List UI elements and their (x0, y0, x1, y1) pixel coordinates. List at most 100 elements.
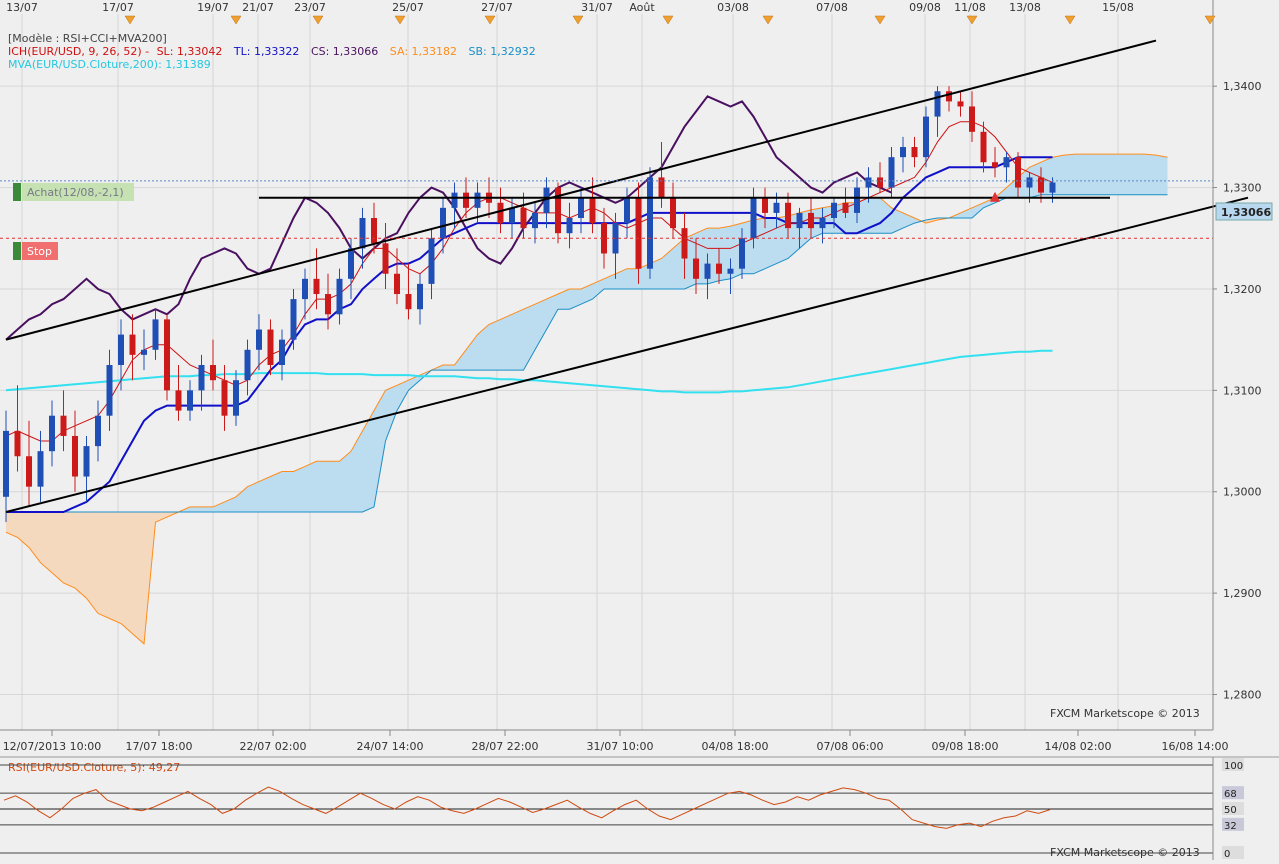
top-date-strip: 13/07 17/07 19/07 21/07 23/07 25/07 27/07 31/07… (6, 1, 1216, 25)
time-tick-label: 28/07 22:00 (472, 740, 539, 753)
cloud-segment (466, 334, 478, 371)
cloud-segment (247, 481, 259, 513)
top-date-label: 19/07 (197, 1, 229, 14)
legend-cs: CS: 1,33066 (311, 45, 378, 58)
time-tick-label: 16/08 14:00 (1162, 740, 1229, 753)
candle-body (727, 268, 734, 274)
candle-body (417, 283, 423, 310)
price-tick-label: 1,3200 (1223, 283, 1262, 296)
cloud-segment (523, 304, 535, 371)
candle-body (762, 197, 768, 213)
candle-body (842, 202, 849, 213)
top-date-label: 15/08 (1102, 1, 1134, 14)
rsi-level-label-bg (1222, 802, 1244, 815)
candle-body (440, 207, 446, 239)
cloud-segment (201, 506, 213, 513)
candle-body (785, 202, 791, 229)
event-marker-icon (312, 15, 324, 25)
top-date-label: 07/08 (816, 1, 848, 14)
price-tick-label: 1,3300 (1223, 182, 1262, 195)
cloud-segment (546, 294, 558, 330)
cloud-segment (477, 324, 489, 371)
candle-body (992, 162, 998, 168)
cloud-segment (581, 283, 593, 305)
top-date-label: 17/07 (102, 1, 134, 14)
cloud-segment (512, 309, 524, 371)
candle-body (854, 187, 860, 213)
top-date-label: 03/08 (717, 1, 749, 14)
time-tick-label: 04/08 18:00 (702, 740, 769, 753)
rsi-level-label-bg (1222, 846, 1244, 859)
senkou-b-line (6, 194, 1168, 513)
candle-body (37, 451, 44, 487)
cloud-segment (109, 512, 121, 624)
cloud-segment (40, 512, 52, 573)
cloud-segment (132, 512, 144, 644)
candle-body (72, 435, 78, 477)
candle-body (129, 334, 136, 355)
time-axis: 12/07/2013 10:00 17/07 18:00 22/07 02:00 24… (3, 730, 1229, 753)
stop-label-bg[interactable] (22, 242, 58, 260)
candle-body (497, 202, 504, 224)
cloud-segment (1156, 155, 1168, 195)
candle-body (957, 101, 964, 107)
cloud-segment (385, 385, 397, 442)
overlay (0, 39, 1249, 513)
legend-ich-name: ICH(EUR/USD, 9, 26, 52) - (8, 45, 149, 58)
cloud-segment (891, 207, 903, 234)
cloud-segment (615, 268, 627, 289)
candle-body (405, 294, 412, 310)
cloud-segment (903, 212, 915, 229)
cloud-segment (52, 512, 64, 583)
candle-body (244, 349, 251, 381)
cloud-segment (1133, 154, 1145, 195)
rsi-level-label: 100 (1224, 761, 1243, 772)
candle-body (923, 116, 929, 158)
cloud-segment (558, 288, 570, 310)
rsi-level-label-bg (1222, 786, 1244, 800)
candle-body (612, 223, 619, 254)
achat-label-bg[interactable] (22, 183, 134, 201)
candle-body (946, 91, 952, 102)
cloud-segment (98, 512, 110, 619)
candle-body (451, 192, 458, 208)
top-date-label: 31/07 (581, 1, 613, 14)
price-axis: 1,3400 1,3300 1,3200 1,3100 1,3000 1,2900 1,28… (1213, 80, 1262, 702)
rsi-level-label: 68 (1224, 789, 1237, 800)
candle-body (394, 273, 400, 295)
cloud-segment (339, 451, 351, 513)
candle-body (750, 197, 757, 239)
achat-label: Achat(12/08,-2,1) (27, 186, 124, 199)
cloud-segment (86, 512, 98, 614)
top-date-label: Août (629, 1, 655, 14)
legend-tl: TL: 1,33322 (233, 45, 300, 58)
legend-mva: MVA(EUR/USD.Cloture,200): 1,31389 (8, 58, 211, 71)
event-marker-icon (874, 15, 886, 25)
candle-body (1026, 177, 1033, 188)
cloud-segment (63, 512, 75, 589)
candle-body (635, 197, 642, 269)
cloud-segment (960, 207, 972, 218)
candle-body (681, 228, 688, 259)
cloud-segment (1087, 154, 1099, 195)
event-marker-icon (484, 15, 496, 25)
cloud-segment (374, 390, 386, 507)
event-marker-icon (572, 15, 584, 25)
cloud-segment (190, 506, 202, 513)
candle-body (463, 192, 469, 208)
candle-body (808, 212, 814, 229)
candle-body (279, 339, 285, 365)
cloud-segment (351, 430, 363, 513)
time-tick-label: 09/08 18:00 (932, 740, 999, 753)
senkou-a-line (5, 153, 1168, 645)
candle-body (704, 263, 711, 279)
legend-model: [Modèle : RSI+CCI+MVA200] (8, 32, 167, 45)
candle-body (716, 263, 722, 274)
cloud-segment (1144, 154, 1156, 195)
cloud-segment (535, 299, 547, 350)
event-marker-icon (124, 15, 136, 25)
candle-body (888, 157, 895, 188)
candle-body (900, 147, 906, 158)
cloud-segment (75, 512, 87, 599)
